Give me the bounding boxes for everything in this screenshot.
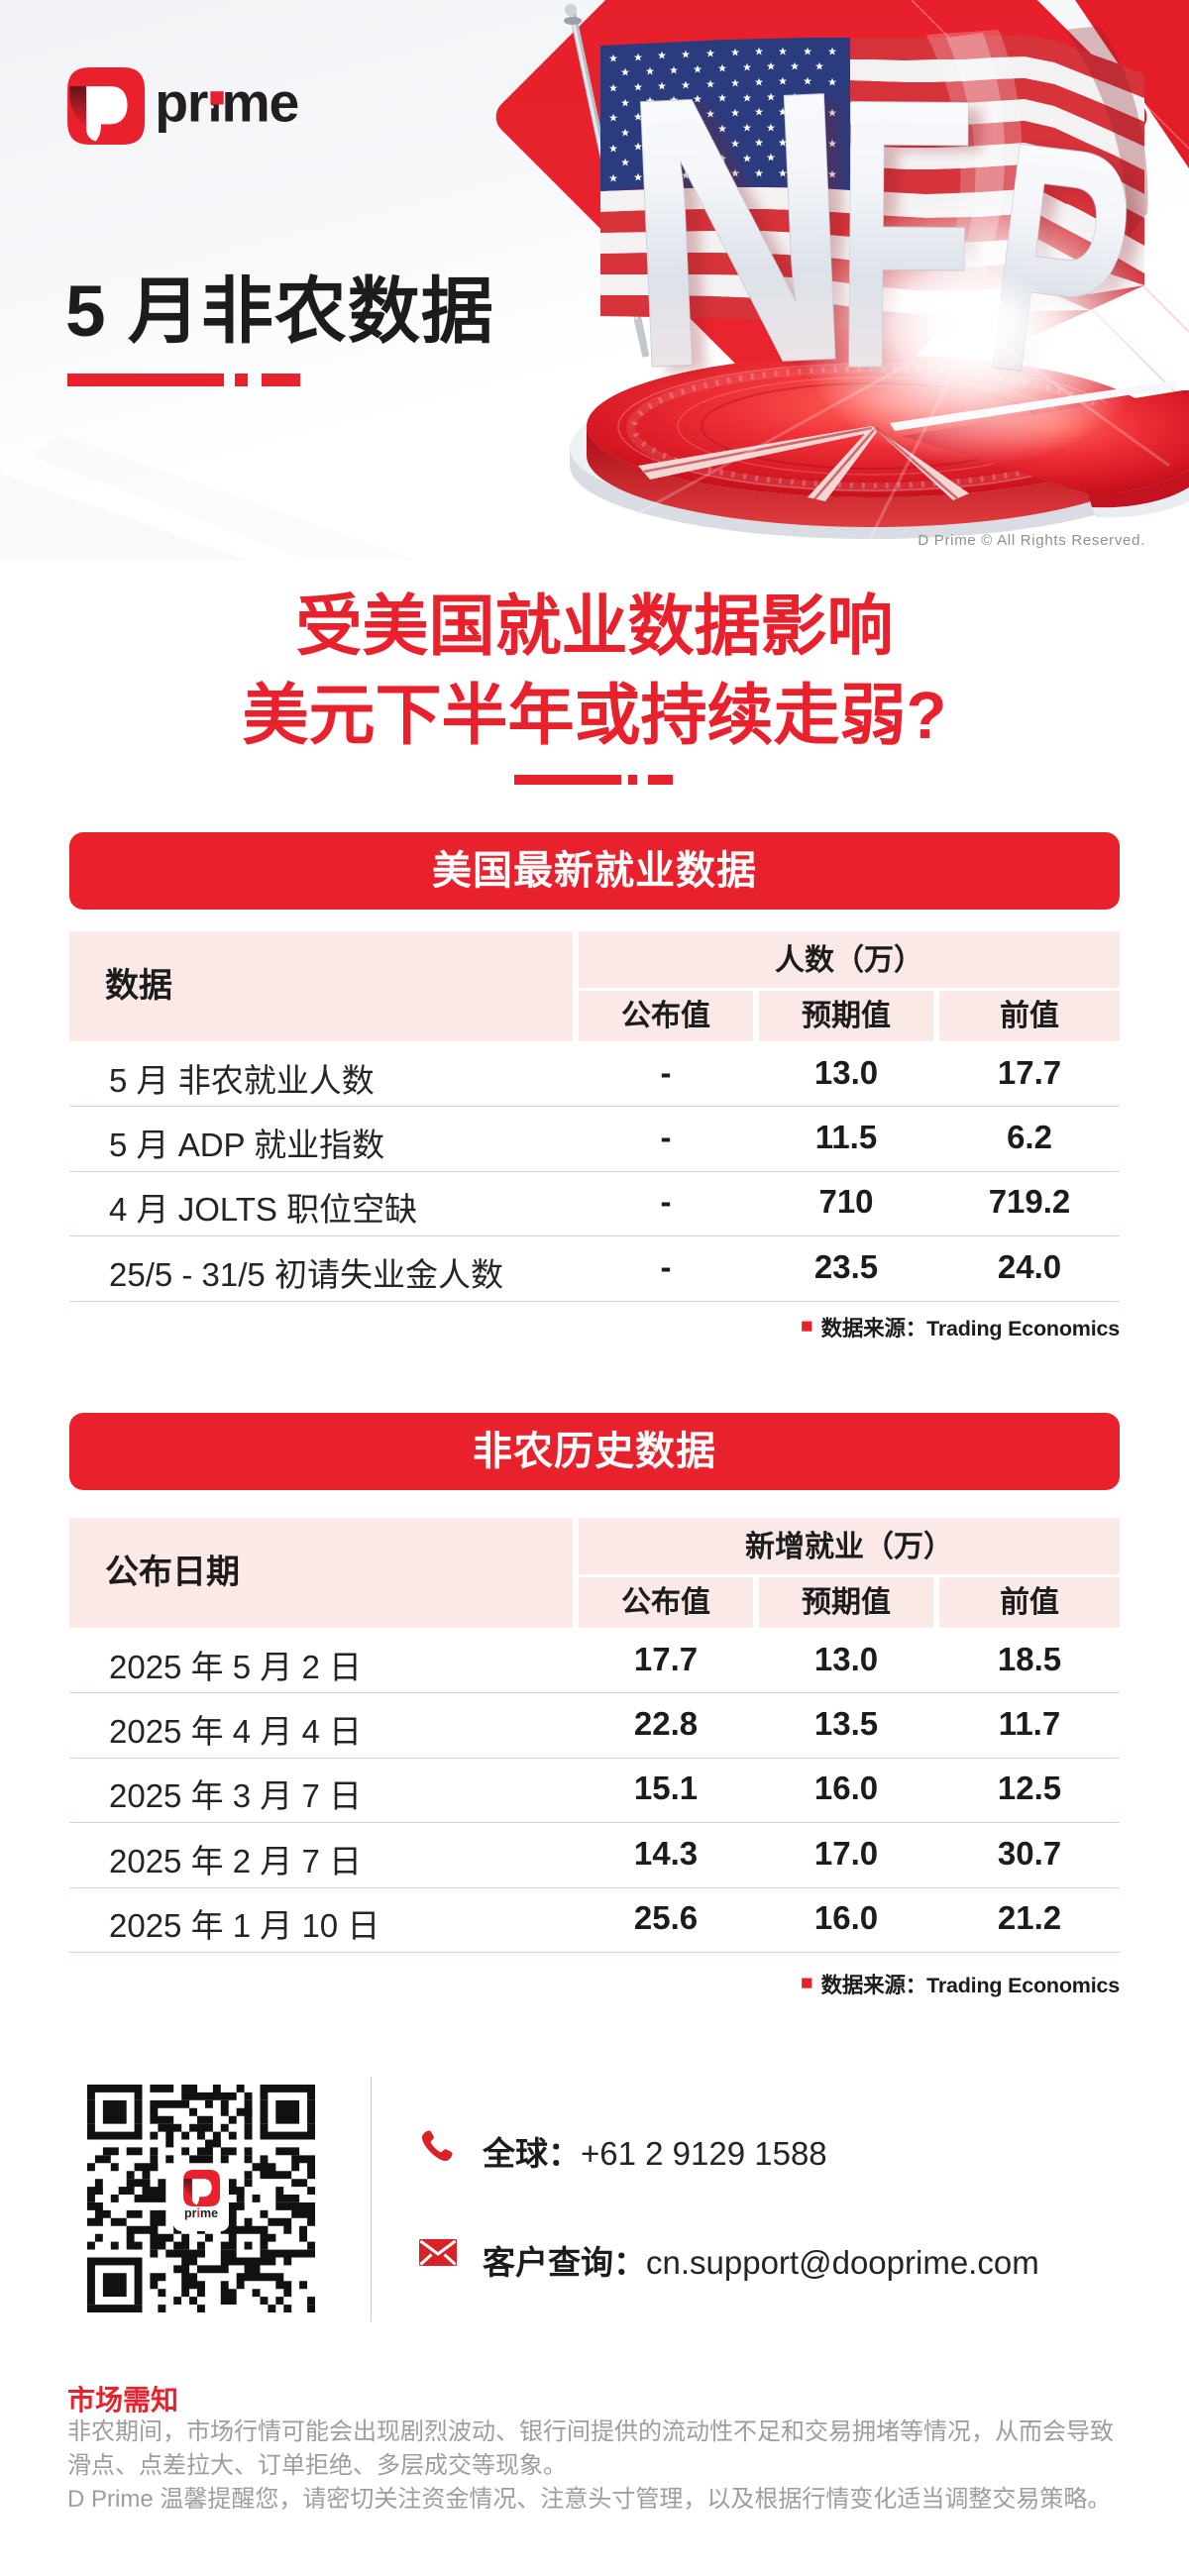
svg-text:N: N: [616, 11, 860, 451]
svg-text:F: F: [832, 18, 977, 449]
svg-text:prıme: prıme: [155, 72, 298, 134]
